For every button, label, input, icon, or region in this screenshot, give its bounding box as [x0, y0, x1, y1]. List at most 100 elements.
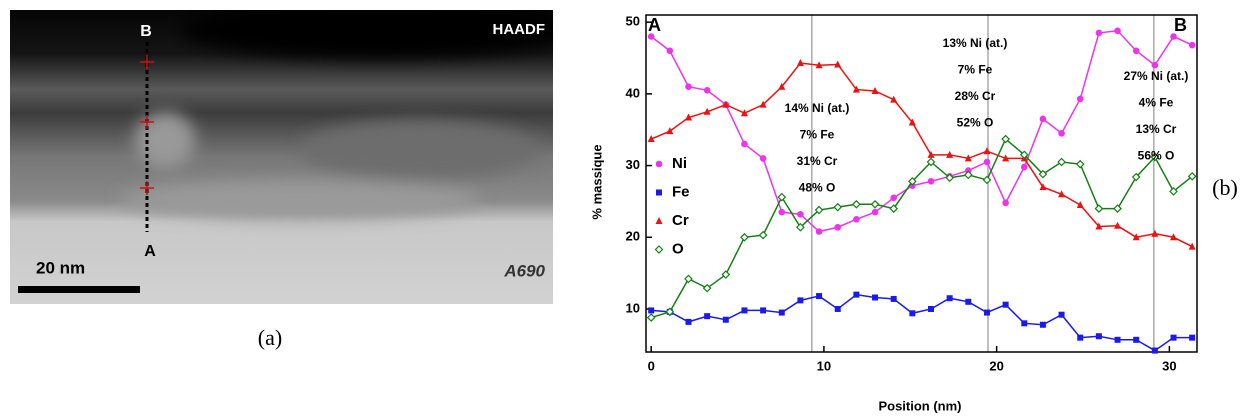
data-point: [1038, 169, 1048, 179]
point-label: B: [140, 23, 152, 40]
y-tick-label: 30: [626, 157, 640, 172]
annotation: 14% Ni (at.): [785, 101, 850, 115]
data-point: [1094, 204, 1104, 213]
data-point: [1021, 320, 1028, 327]
x-tick-label: 0: [648, 358, 655, 373]
data-point: [666, 47, 674, 55]
y-tick-label: 50: [626, 14, 640, 29]
micrograph: B A HAADF 20 nm A690 (a): [10, 10, 553, 350]
data-point: [740, 109, 748, 117]
data-point: [1075, 159, 1085, 169]
data-point: [1188, 41, 1196, 49]
end-label: B: [1174, 15, 1187, 35]
panel-caption: (b): [1212, 175, 1238, 200]
series-line: [650, 62, 1193, 248]
plot-frame: [645, 14, 1198, 353]
data-point: [1076, 201, 1084, 209]
data-point: [1002, 301, 1009, 308]
data-point: [1170, 334, 1177, 341]
data-point: [759, 100, 767, 108]
data-point: [927, 150, 935, 158]
data-point: [646, 313, 656, 322]
data-point: [741, 140, 748, 148]
data-point: [946, 295, 953, 302]
annotation: 52% O: [957, 116, 994, 130]
annotation: 13% Ni (at.): [943, 36, 1008, 50]
data-point: [685, 83, 692, 91]
data-point: [647, 135, 655, 143]
annotation: 27% Ni (at.): [1124, 69, 1189, 83]
data-point: [1131, 172, 1141, 182]
data-point: [1189, 334, 1196, 341]
data-point: [1076, 95, 1084, 103]
data-point: [1132, 233, 1140, 241]
data-point: [1019, 150, 1029, 160]
series-line: [651, 293, 1193, 352]
data-point: [1170, 33, 1177, 40]
y-axis-label: % massique: [589, 144, 604, 219]
legend-label: O: [672, 240, 684, 257]
data-point: [796, 59, 804, 67]
data-point: [759, 155, 767, 162]
data-point: [1095, 333, 1102, 340]
data-point: [778, 82, 786, 90]
annotation: 28% Cr: [955, 89, 996, 103]
plot: 10 20 30 40 50 0 10 20 30 Ni Fe Cr O A B 14% Ni (at.) 7%…: [626, 14, 1198, 373]
data-point: [890, 95, 898, 103]
annotation: 7% Fe: [958, 63, 993, 77]
legend-marker: [654, 245, 664, 254]
data-point: [1170, 233, 1178, 241]
data-point: [648, 307, 655, 314]
data-point: [909, 310, 916, 317]
data-point: [871, 208, 879, 216]
data-point: [1039, 321, 1046, 328]
annotation: 7% Fe: [800, 128, 835, 142]
data-point: [1150, 152, 1160, 162]
data-point: [1020, 163, 1028, 171]
data-point: [963, 170, 973, 180]
data-point: [1058, 190, 1066, 198]
data-point: [665, 307, 675, 317]
data-point: [1114, 336, 1121, 343]
data-point: [833, 202, 843, 212]
data-point: [872, 294, 879, 301]
data-point: [647, 33, 655, 40]
data-point: [722, 316, 729, 323]
legend-label: Cr: [672, 212, 689, 229]
scale-label: 20 nm: [36, 258, 85, 277]
data-point: [1095, 29, 1103, 37]
legend-label: Ni: [672, 155, 687, 172]
data-point: [964, 154, 972, 162]
data-point: [852, 85, 860, 93]
data-point: [1057, 157, 1066, 167]
data-point: [702, 283, 712, 293]
data-point: [797, 211, 804, 218]
x-axis-label: Position (nm): [878, 398, 961, 413]
data-point: [1039, 183, 1047, 191]
data-point: [926, 157, 936, 167]
data-point: [853, 216, 860, 223]
data-point: [1039, 115, 1047, 123]
data-point: [684, 274, 693, 284]
data-point: [928, 305, 934, 312]
y-tick-label: 10: [626, 300, 640, 315]
legend-marker: [655, 160, 663, 168]
data-point: [796, 222, 805, 232]
x-tick-label: 20: [989, 358, 1003, 373]
data-point: [815, 61, 823, 69]
data-point: [815, 228, 823, 235]
data-point: [1132, 47, 1140, 55]
data-point: [685, 318, 692, 325]
series-line: [650, 29, 1193, 233]
data-point: [1113, 204, 1122, 213]
mode-label: HAADF: [493, 21, 546, 38]
data-point: [834, 305, 841, 312]
data-point: [1114, 27, 1121, 35]
data-point: [816, 293, 823, 300]
annotation: 48% O: [799, 181, 836, 195]
data-point: [1095, 222, 1103, 230]
data-point: [1002, 199, 1009, 207]
data-point: [814, 205, 824, 215]
y-tick-label: 40: [626, 85, 640, 100]
annotation: 31% Cr: [797, 154, 838, 168]
